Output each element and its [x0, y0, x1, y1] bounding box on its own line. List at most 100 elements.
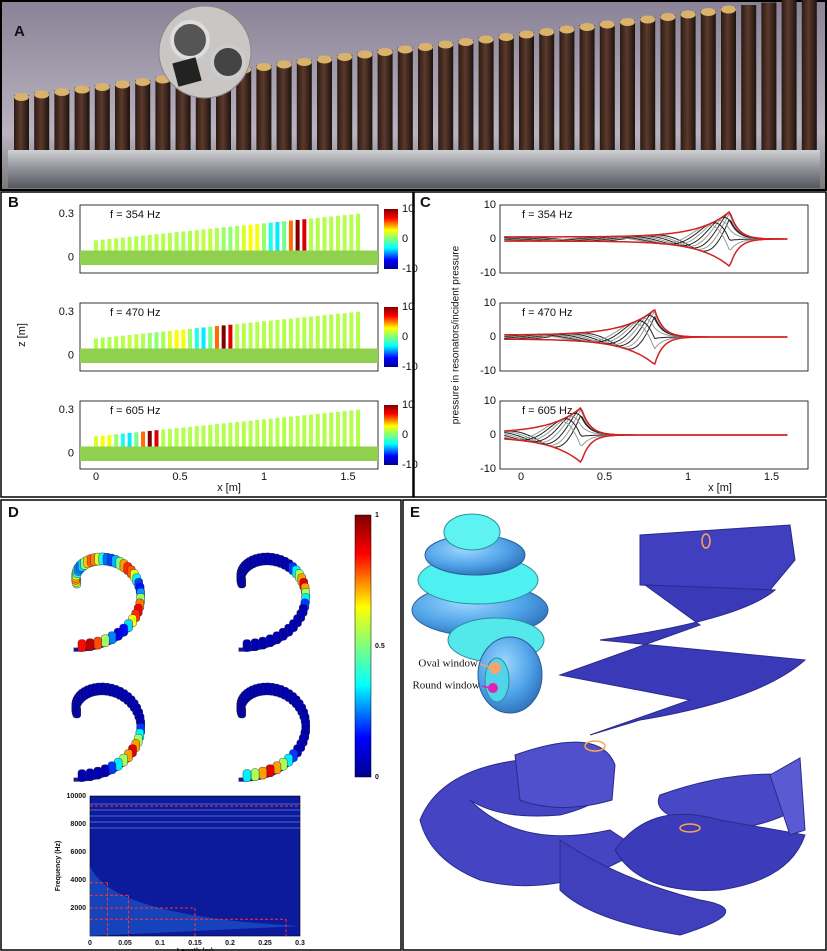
tube	[297, 60, 312, 150]
tube	[479, 38, 494, 151]
tube	[75, 88, 90, 151]
tube	[398, 48, 413, 151]
resonator	[175, 428, 179, 446]
resonator	[161, 430, 165, 447]
resonator	[181, 329, 185, 348]
tube-cap	[519, 31, 534, 39]
resonator	[282, 319, 286, 348]
tube	[580, 25, 595, 150]
annotation: f = 605 Hz	[522, 405, 572, 417]
y-tick-label: 4000	[70, 877, 86, 884]
resonator	[343, 313, 347, 348]
resonator	[322, 315, 326, 348]
colorbar	[384, 307, 398, 367]
tube	[317, 58, 332, 151]
resonator	[101, 338, 105, 349]
y-tick-label: -10	[480, 267, 496, 279]
resonator	[262, 321, 266, 348]
y-tick-label: 0	[68, 448, 74, 460]
resonator	[161, 234, 165, 251]
colorbar-tick-label: 10	[402, 399, 414, 411]
base-channel	[80, 251, 378, 266]
tube	[357, 53, 372, 151]
resonator	[242, 323, 246, 348]
y-tick-label: 0.3	[59, 208, 74, 220]
resonator	[141, 236, 145, 251]
x-tick-label: 0.5	[172, 471, 187, 483]
y-axis-label: pressure in resonators/incident pressure	[451, 245, 462, 424]
resonator	[259, 637, 267, 649]
resonator	[121, 238, 125, 251]
figure: A B C D E z [m] x [m] pressure in resona…	[0, 0, 827, 951]
base-channel	[80, 447, 378, 462]
resonator	[302, 415, 306, 446]
resonator	[343, 411, 347, 446]
tube-cap	[640, 16, 655, 24]
colorbar-tick-label: 0.5	[375, 643, 385, 650]
tube	[14, 95, 29, 150]
tube-cap	[580, 23, 595, 31]
x-tick-label: 0.1	[155, 940, 165, 947]
tube-cap	[297, 58, 312, 66]
annotation: f = 354 Hz	[110, 209, 160, 221]
y-tick-label: -10	[480, 463, 496, 475]
annotation: f = 605 Hz	[110, 405, 160, 417]
tube	[337, 55, 352, 150]
colorbar-tick-label: 1	[375, 512, 379, 519]
resonator	[94, 240, 98, 250]
tube-cap	[660, 13, 675, 21]
resonator	[128, 433, 132, 447]
resonator	[329, 216, 333, 250]
resonator	[259, 767, 267, 779]
resonator	[114, 238, 118, 250]
tube	[54, 90, 69, 150]
resonator	[235, 422, 239, 446]
resonator	[349, 410, 353, 446]
resonator	[202, 425, 206, 446]
tube-cap	[135, 78, 150, 86]
resonator	[101, 240, 105, 251]
tube-cap	[418, 43, 433, 51]
tube-cap	[539, 28, 554, 36]
resonator	[222, 325, 226, 348]
resonator	[114, 336, 118, 348]
resonator	[316, 414, 320, 447]
colorbar-tick-label: -10	[402, 263, 418, 275]
resonator	[121, 434, 125, 447]
resonator	[329, 412, 333, 446]
x-axis-label: x [m]	[217, 482, 241, 494]
resonator	[289, 417, 293, 447]
tube-cap	[479, 36, 494, 44]
resonator	[222, 227, 226, 250]
tube-cap	[378, 48, 393, 56]
tube	[600, 23, 615, 151]
resonator	[202, 327, 206, 348]
x-axis-label: x [m]	[708, 482, 732, 494]
tube-cap	[54, 88, 69, 96]
y-tick-label: 0.3	[59, 404, 74, 416]
resonator	[188, 329, 192, 349]
y-tick-label: 0	[68, 252, 74, 264]
resonator	[154, 430, 158, 446]
resonator	[134, 236, 138, 250]
resonator	[161, 332, 165, 349]
resonator	[296, 416, 300, 447]
resonator	[208, 229, 212, 251]
resonator	[181, 231, 185, 250]
resonator	[269, 419, 273, 447]
tube	[721, 8, 736, 151]
colorbar-tick-label: 0	[402, 429, 408, 441]
resonator	[215, 326, 219, 348]
annotation: f = 470 Hz	[110, 307, 160, 319]
x-tick-label: 0	[93, 471, 99, 483]
resonator	[107, 435, 111, 447]
colorbar-tick-label: 10	[402, 301, 414, 313]
resonator	[215, 424, 219, 446]
resonator	[168, 331, 172, 349]
resonator	[296, 318, 300, 349]
tube-cap	[256, 63, 271, 71]
colorbar-tick-label: 10	[402, 203, 414, 215]
resonator	[114, 434, 118, 446]
resonator	[255, 322, 259, 349]
